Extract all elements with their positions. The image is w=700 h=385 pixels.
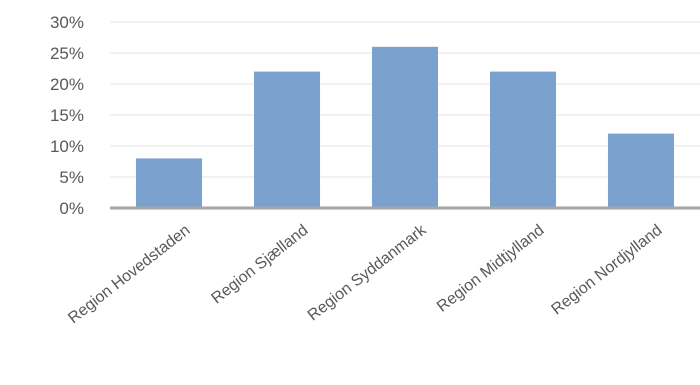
y-axis-ticks: 0% 5% 10% 15% 20% 25% 30% (50, 13, 84, 218)
x-category-label: Region Sjælland (208, 222, 311, 308)
y-tick-label: 5% (59, 168, 84, 187)
bars (135, 46, 675, 208)
y-tick-label: 10% (50, 137, 84, 156)
x-category-label: Region Midtjylland (434, 222, 547, 316)
bar (371, 46, 439, 208)
bar (607, 133, 675, 208)
bar (135, 158, 203, 208)
y-tick-label: 0% (59, 199, 84, 218)
x-category-label: Region Nordjylland (548, 222, 665, 319)
x-category-label: Region Hovedstaden (65, 222, 193, 327)
bar (253, 71, 321, 208)
y-tick-label: 30% (50, 13, 84, 32)
y-tick-label: 20% (50, 75, 84, 94)
bar (489, 71, 557, 208)
y-tick-label: 25% (50, 44, 84, 63)
y-tick-label: 15% (50, 106, 84, 125)
x-axis-labels: Region Hovedstaden Region SjællandRegion … (65, 221, 665, 327)
x-category-label: Region Syddanmark (305, 221, 430, 324)
